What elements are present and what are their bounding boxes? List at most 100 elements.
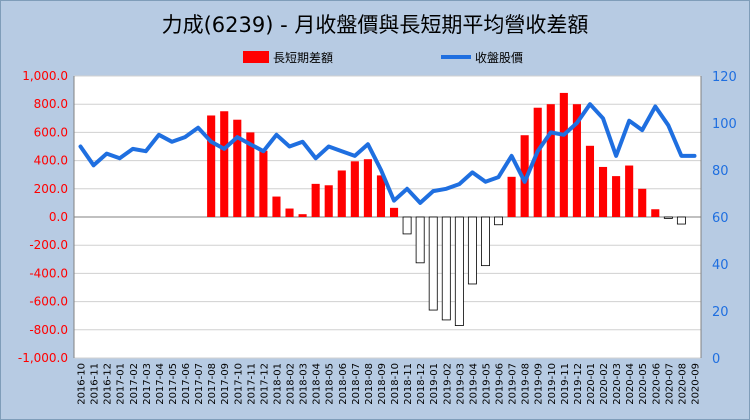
- legend-bar-swatch: [243, 51, 269, 63]
- bar: [272, 196, 281, 217]
- bar: [285, 208, 294, 217]
- y2-tick-label: 100: [712, 117, 737, 132]
- bar: [324, 185, 333, 217]
- x-tick-label: 2017-07: [194, 363, 205, 405]
- x-tick-label: 2017-01: [116, 363, 127, 405]
- bar: [259, 150, 268, 217]
- bar: [585, 145, 595, 217]
- bar: [625, 165, 634, 217]
- x-tick-label: 2016-11: [90, 363, 101, 405]
- y-tick-label: 1,000.0: [22, 69, 68, 83]
- bar: [467, 216, 477, 285]
- x-tick-label: 2018-07: [351, 363, 362, 405]
- x-tick-label: 2019-02: [442, 363, 453, 405]
- bar: [546, 104, 555, 217]
- bar: [676, 216, 686, 225]
- x-tick-label: 2020-04: [625, 363, 636, 405]
- x-tick-label: 2018-03: [299, 363, 310, 405]
- left-axis: 1,000.0 800.0 600.0 400.0 200.0 0.0 -200.0 -400…: [18, 69, 75, 365]
- bar: [207, 115, 216, 217]
- bar: [311, 183, 320, 217]
- bar: [533, 107, 542, 217]
- x-tick-label: 2018-11: [403, 363, 414, 405]
- y-tick-label: -1,000.0: [18, 351, 68, 365]
- bar: [454, 216, 464, 326]
- y-tick-label: -600.0: [29, 295, 68, 309]
- x-tick-label: 2020-02: [599, 363, 610, 405]
- legend-line-label: 收盤股價: [475, 51, 523, 65]
- chart-title: 力成(6239) - 月收盤價與長短期平均營收差額: [161, 13, 589, 37]
- bar: [612, 176, 621, 217]
- bar: [520, 135, 529, 217]
- bar: [233, 119, 242, 217]
- x-tick-label: 2018-08: [364, 363, 375, 405]
- bar: [481, 216, 490, 267]
- y2-tick-label: 20: [712, 305, 729, 320]
- x-tick-label: 2017-09: [220, 363, 231, 405]
- x-tick-label: 2019-05: [481, 363, 492, 405]
- line-series: [78, 102, 697, 205]
- bar: [350, 161, 359, 217]
- x-axis: 2016-10 2016-11 2016-12 2017-01 2017-02 2017-…: [77, 363, 702, 405]
- bar: [559, 92, 568, 217]
- x-tick-label: 2017-02: [129, 363, 140, 405]
- x-tick-label: 2020-01: [586, 363, 597, 405]
- bar: [220, 111, 229, 217]
- bar: [402, 216, 412, 235]
- x-tick-label: 2019-12: [573, 363, 584, 405]
- y-tick-label: 200.0: [34, 182, 68, 196]
- x-tick-label: 2020-07: [664, 363, 675, 405]
- x-tick-label: 2018-01: [272, 363, 283, 405]
- bar: [298, 214, 307, 217]
- legend: 長短期差額 收盤股價: [243, 51, 523, 65]
- y-tick-label: 800.0: [34, 97, 68, 111]
- x-tick-label: 2019-06: [495, 363, 506, 405]
- bar: [572, 104, 581, 217]
- y2-tick-label: 60: [712, 211, 729, 226]
- x-tick-label: 2019-07: [508, 363, 519, 405]
- bar: [494, 216, 503, 226]
- y-tick-label: -800.0: [29, 323, 68, 337]
- x-tick-label: 2018-09: [377, 363, 388, 405]
- bar: [389, 207, 399, 217]
- x-tick-label: 2020-09: [690, 363, 701, 405]
- y-tick-label: -400.0: [29, 266, 68, 280]
- x-tick-label: 2019-10: [547, 363, 558, 405]
- x-tick-label: 2018-10: [390, 363, 401, 405]
- bar: [598, 166, 608, 217]
- x-tick-label: 2018-12: [416, 363, 427, 405]
- y-tick-label: 600.0: [34, 125, 68, 139]
- x-tick-label: 2020-03: [612, 363, 623, 405]
- bar: [441, 216, 451, 321]
- bar: [415, 216, 425, 264]
- x-tick-label: 2018-06: [338, 363, 349, 405]
- y2-tick-label: 0: [712, 352, 720, 367]
- x-tick-label: 2016-10: [77, 363, 88, 405]
- x-tick-label: 2019-11: [560, 363, 571, 405]
- x-tick-label: 2019-01: [429, 363, 440, 405]
- x-tick-label: 2019-08: [521, 363, 532, 405]
- x-tick-label: 2017-06: [181, 363, 192, 405]
- x-tick-label: 2017-08: [207, 363, 218, 405]
- bar-series: [207, 92, 686, 326]
- grid-lines: [74, 75, 701, 359]
- x-tick-label: 2017-10: [233, 363, 244, 405]
- x-tick-label: 2020-06: [651, 363, 662, 405]
- x-tick-label: 2016-12: [103, 363, 114, 405]
- x-tick-label: 2017-05: [168, 363, 179, 405]
- bar: [507, 176, 516, 217]
- x-tick-label: 2020-05: [638, 363, 649, 405]
- y-tick-label: 400.0: [34, 154, 68, 168]
- y2-tick-label: 40: [712, 258, 729, 273]
- bar: [428, 216, 438, 311]
- x-tick-label: 2017-03: [142, 363, 153, 405]
- x-tick-label: 2018-04: [312, 363, 323, 405]
- bar: [376, 175, 386, 217]
- x-tick-label: 2017-12: [259, 363, 270, 405]
- x-tick-label: 2019-09: [534, 363, 545, 405]
- bar: [246, 132, 255, 217]
- y-tick-label: 0.0: [49, 210, 68, 224]
- y-tick-label: -200.0: [29, 238, 68, 252]
- bar: [651, 209, 660, 217]
